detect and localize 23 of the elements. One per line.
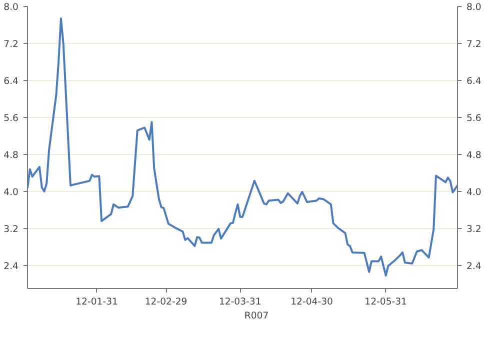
y2-tick-label: 3.2	[466, 224, 482, 235]
y2-tick-label: 6.4	[466, 76, 482, 87]
x-tick-label: 12-02-29	[144, 296, 188, 308]
y2-tick-label: 8.0	[466, 2, 482, 13]
y-tick-label: 7.2	[4, 38, 19, 50]
y-tick-label: 4.0	[4, 186, 19, 198]
text: R007	[244, 310, 269, 322]
x-tick-label: 12-03-31	[218, 296, 262, 308]
x-tick-label: 12-05-31	[364, 296, 408, 308]
x-tick-label: 12-01-31	[76, 296, 118, 308]
line-series	[28, 18, 458, 277]
y2-tick-label: 2.4	[466, 260, 482, 272]
y2-tick-label: 5.6	[466, 112, 482, 124]
y2-tick-label: 4.0	[466, 186, 482, 198]
x-tick-label: 12-04-30	[290, 296, 334, 308]
y-tick-label: 2.4	[4, 260, 19, 272]
y2-tick-label: 7.2	[466, 38, 482, 50]
y-tick-label: 3.2	[4, 224, 19, 235]
y-tick-label: 4.8	[4, 150, 19, 161]
y2-tick-label: 4.8	[466, 150, 482, 161]
y-tick-label: 5.6	[4, 112, 19, 124]
y-tick-label: 8.0	[4, 2, 19, 13]
y-tick-label: 6.4	[4, 76, 19, 87]
